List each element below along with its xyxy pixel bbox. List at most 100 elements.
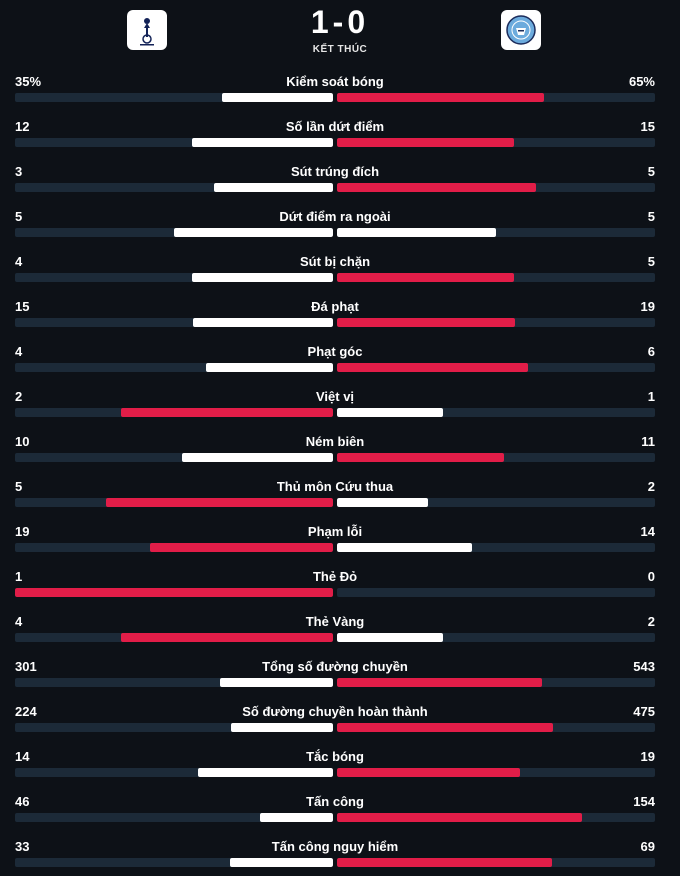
away-stat-track: [337, 678, 655, 687]
home-stat-value: 19: [15, 524, 30, 539]
tottenham-crest-icon: [140, 18, 154, 46]
home-stat-bar: [192, 273, 333, 282]
away-stat-track: [337, 408, 655, 417]
away-stat-value: 6: [647, 344, 655, 359]
stat-label: Tổng số đường chuyền: [262, 659, 408, 674]
away-stat-track: [337, 453, 655, 462]
stat-row: 4 Thẻ Vàng 2: [15, 614, 655, 644]
stat-row: 4 Phạt góc 6: [15, 344, 655, 374]
man-city-crest-icon: [506, 15, 536, 45]
away-stat-track: [337, 273, 655, 282]
home-stat-track: [15, 138, 333, 147]
home-stat-track: [15, 813, 333, 822]
away-team-logo[interactable]: [501, 10, 541, 50]
home-stat-bar: [231, 723, 333, 732]
home-stat-value: 15: [15, 299, 30, 314]
away-stat-value: 65%: [628, 74, 655, 89]
away-stat-bar: [337, 543, 472, 552]
home-stat-bar: [206, 363, 333, 372]
stat-row: 301 Tổng số đường chuyền 543: [15, 659, 655, 689]
away-stat-track: [337, 723, 655, 732]
home-stat-track: [15, 723, 333, 732]
away-stat-bar: [337, 813, 582, 822]
home-stat-bar: [174, 228, 333, 237]
home-stat-track: [15, 363, 333, 372]
stat-label: Phạt góc: [307, 344, 363, 359]
stat-label: Thẻ Vàng: [305, 614, 365, 629]
away-stat-bar: [337, 138, 514, 147]
home-stat-bar: [214, 183, 333, 192]
away-stat-track: [337, 768, 655, 777]
stat-row: 14 Tắc bóng 19: [15, 749, 655, 779]
stat-label: Ném biên: [305, 434, 365, 449]
home-stat-value: 4: [15, 614, 23, 629]
home-stat-track: [15, 678, 333, 687]
away-stat-value: 475: [633, 704, 655, 719]
away-stat-value: 0: [647, 569, 655, 584]
home-stat-bar: [230, 858, 333, 867]
home-stat-value: 1: [15, 569, 23, 584]
stat-row: 46 Tấn công 154: [15, 794, 655, 824]
stat-row: 224 Số đường chuyền hoàn thành 475: [15, 704, 655, 734]
away-stat-value: 11: [641, 434, 655, 449]
stat-row: 3 Sút trúng đích 5: [15, 164, 655, 194]
home-stat-bar: [222, 93, 333, 102]
away-stat-track: [337, 588, 655, 597]
stat-label: Dứt điểm ra ngoài: [279, 209, 391, 224]
stat-row: 5 Thủ môn Cứu thua 2: [15, 479, 655, 509]
home-stat-track: [15, 318, 333, 327]
away-stat-track: [337, 858, 655, 867]
stat-label: Số đường chuyền hoàn thành: [242, 704, 428, 719]
stat-row: 19 Phạm lỗi 14: [15, 524, 655, 554]
home-team-logo[interactable]: [127, 10, 167, 50]
home-stat-track: [15, 768, 333, 777]
stat-label: Tấn công nguy hiểm: [271, 839, 399, 854]
home-stat-value: 12: [15, 119, 30, 134]
away-stat-bar: [337, 183, 536, 192]
home-stat-value: 301: [15, 659, 37, 674]
home-stat-bar: [121, 408, 333, 417]
away-stat-track: [337, 183, 655, 192]
home-stat-track: [15, 228, 333, 237]
stat-row: 10 Ném biên 11: [15, 434, 655, 464]
stat-row: 12 Số lần dứt điểm 15: [15, 119, 655, 149]
away-stat-value: 1: [647, 389, 655, 404]
away-stat-track: [337, 93, 655, 102]
away-stat-track: [337, 498, 655, 507]
away-stat-bar: [337, 228, 496, 237]
match-status: KẾT THÚC: [312, 44, 368, 55]
home-stat-value: 2: [15, 389, 23, 404]
home-stat-value: 10: [15, 434, 30, 449]
home-stat-bar: [193, 318, 333, 327]
away-stat-value: 15: [640, 119, 655, 134]
home-stat-value: 46: [15, 794, 30, 809]
match-score: 1-0: [310, 4, 370, 40]
away-stat-bar: [337, 363, 528, 372]
home-stat-value: 33: [15, 839, 30, 854]
stat-label: Kiểm soát bóng: [286, 74, 384, 89]
home-stat-value: 224: [15, 704, 37, 719]
away-stat-value: 154: [633, 794, 655, 809]
home-stat-bar: [192, 138, 333, 147]
away-stat-value: 19: [640, 299, 655, 314]
stat-row: 1 Thẻ Đỏ 0: [15, 569, 655, 599]
away-stat-value: 2: [647, 614, 655, 629]
stat-row: 15 Đá phạt 19: [15, 299, 655, 329]
away-stat-bar: [337, 498, 428, 507]
stat-label: Việt vị: [315, 389, 355, 404]
stat-label: Sút trúng đích: [290, 164, 380, 179]
home-stat-value: 4: [15, 254, 23, 269]
home-stat-bar: [106, 498, 333, 507]
away-stat-value: 2: [647, 479, 655, 494]
away-stat-bar: [337, 723, 553, 732]
home-stat-value: 5: [15, 209, 23, 224]
home-stat-bar: [15, 588, 333, 597]
stat-row: 35% Kiểm soát bóng 65%: [15, 74, 655, 104]
stat-label: Tắc bóng: [306, 749, 364, 764]
away-stat-track: [337, 633, 655, 642]
home-stat-track: [15, 543, 333, 552]
away-stat-bar: [337, 678, 542, 687]
home-stat-track: [15, 408, 333, 417]
away-stat-track: [337, 228, 655, 237]
away-stat-bar: [337, 318, 515, 327]
